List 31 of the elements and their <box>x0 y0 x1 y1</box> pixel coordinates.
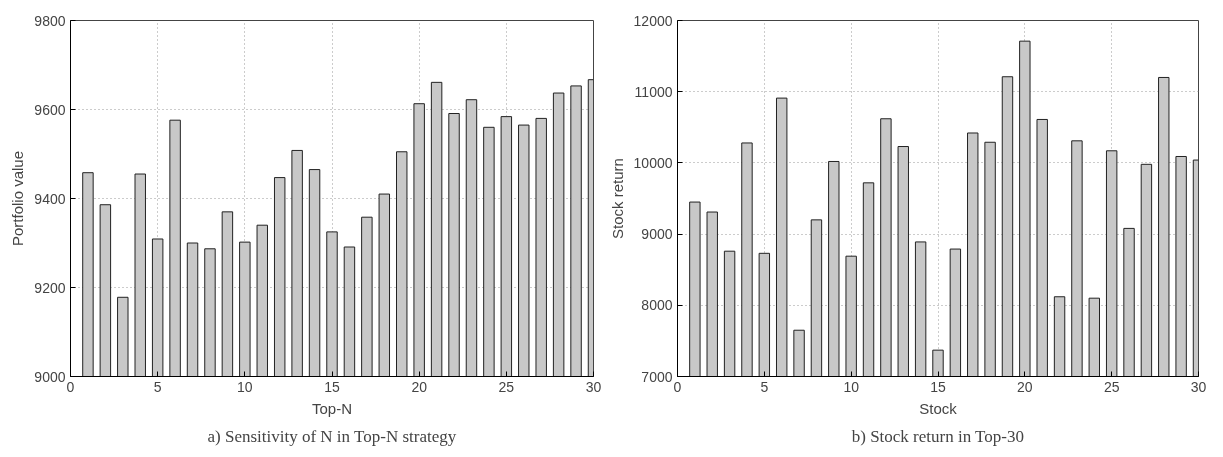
x-tick-label: 0 <box>673 378 682 395</box>
y-tick-label: 10000 <box>633 154 673 171</box>
x-tick-label: 15 <box>324 378 340 395</box>
y-tick-label: 9400 <box>34 190 66 207</box>
y-tick-label: 9600 <box>34 101 66 118</box>
x-tick-label: 0 <box>66 378 75 395</box>
y-tick-label: 8000 <box>641 297 673 314</box>
x-tick-label: 10 <box>843 378 860 395</box>
y-axis-title: Stock return <box>608 158 626 239</box>
x-tick-label: 25 <box>1103 378 1120 395</box>
x-tick-label: 5 <box>760 378 769 395</box>
x-axis-title: Stock <box>919 399 958 417</box>
y-axis-title: Portfolio value <box>9 150 27 247</box>
y-tick-label: 9800 <box>34 12 66 29</box>
x-tick-label: 20 <box>1017 378 1033 395</box>
x-tick-label: 5 <box>153 378 162 395</box>
x-tick-label: 20 <box>411 378 428 395</box>
text: a) Sensitivity of N in Top-N strategy <box>207 426 457 446</box>
y-tick-label: 9200 <box>34 279 66 296</box>
x-axis-title: Top-N <box>311 399 353 417</box>
x-tick-label: 15 <box>930 378 946 395</box>
x-tick-label: 30 <box>585 378 602 395</box>
text: b) Stock return in Top-30 <box>851 426 1024 446</box>
y-tick-label: 12000 <box>633 12 673 29</box>
y-tick-label: 7000 <box>641 368 673 385</box>
x-tick-label: 25 <box>498 378 515 395</box>
x-tick-label: 10 <box>237 378 253 395</box>
y-tick-label: 9000 <box>34 368 66 385</box>
y-tick-label: 9000 <box>641 226 673 243</box>
x-tick-label: 30 <box>1190 378 1207 395</box>
y-tick-label: 11000 <box>634 83 673 100</box>
